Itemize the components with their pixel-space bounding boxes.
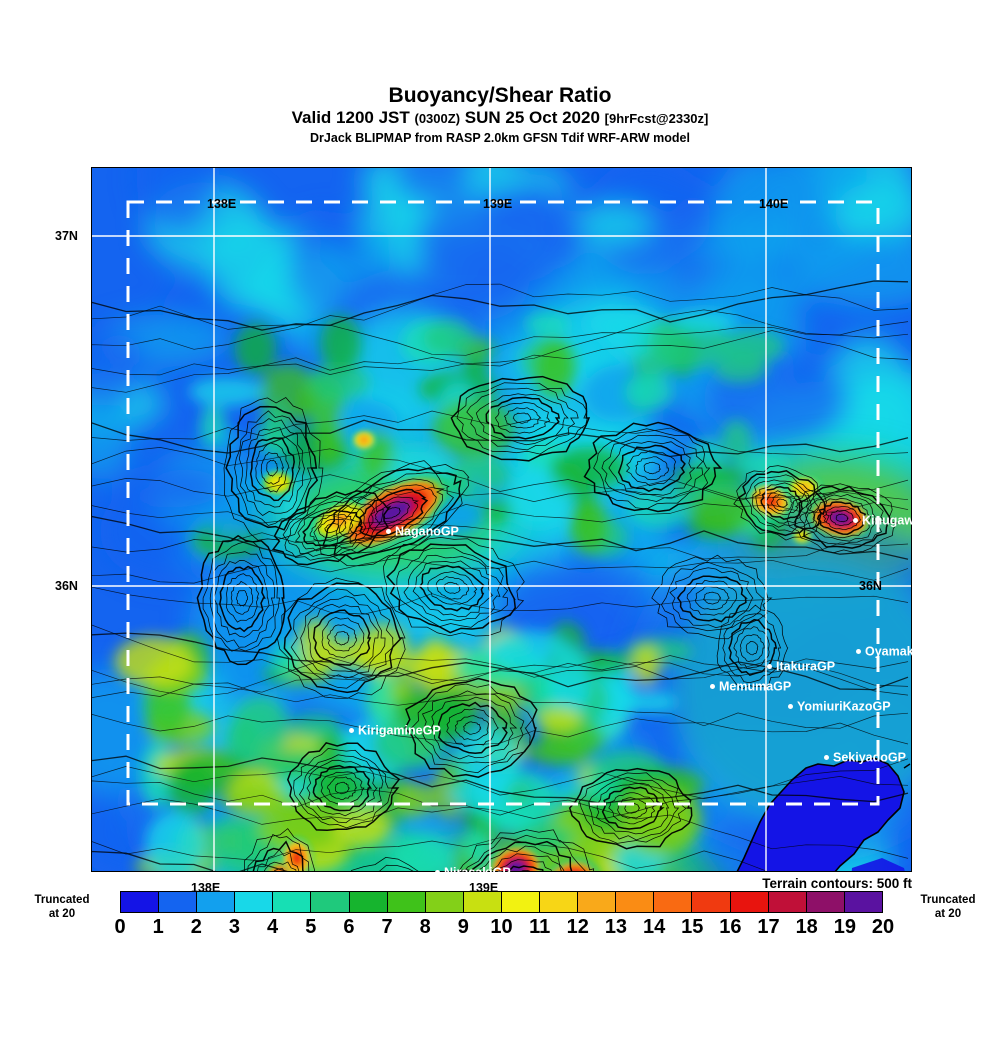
truncated-left-note: Truncated at 20 xyxy=(14,893,110,921)
axis-tick-label: 36N xyxy=(55,579,78,593)
station-dot-icon xyxy=(856,649,861,655)
map-field-svg xyxy=(92,168,911,871)
station-label: Ohtone xyxy=(957,806,1000,821)
colorbar-tick-label: 7 xyxy=(381,916,393,938)
colorbar-tick-label: 5 xyxy=(305,916,317,938)
colorbar-tick-label: 8 xyxy=(419,916,431,938)
station-label: OyamakinuGP xyxy=(865,644,951,659)
colorbar-segment xyxy=(540,892,579,912)
colorbar-tick-label: 10 xyxy=(490,916,513,938)
valid-prefix: Valid 1200 JST xyxy=(291,108,410,127)
colorbar-segment xyxy=(844,892,882,912)
colorbar-segment xyxy=(159,892,198,912)
station-marker[interactable]: ItakuraGP xyxy=(767,660,835,673)
colorbar-tick-label: 17 xyxy=(757,916,780,938)
colorbar-segment xyxy=(311,892,350,912)
map-panel[interactable] xyxy=(91,167,912,872)
truncated-right-line2: at 20 xyxy=(934,908,962,920)
colorbar-segment xyxy=(349,892,388,912)
colorbar-segment xyxy=(273,892,312,912)
colorbar-tick-label: 3 xyxy=(228,916,240,938)
station-marker[interactable]: FujiiganoGP xyxy=(473,1038,556,1051)
station-dot-icon xyxy=(435,870,440,876)
station-label: SekiyadoGP xyxy=(833,750,906,765)
station-marker[interactable]: MemumaGP xyxy=(710,680,791,693)
colorbar-tick-label: 19 xyxy=(833,916,856,938)
axis-tick-label: 140E xyxy=(759,197,789,211)
colorbar-segment xyxy=(692,892,731,912)
colorbar-tick-label: 2 xyxy=(190,916,202,938)
colorbar-tick-label: 14 xyxy=(642,916,666,938)
colorbar-segment xyxy=(578,892,617,912)
colorbar-segment xyxy=(654,892,693,912)
station-marker[interactable]: KirigamineGP xyxy=(349,724,441,737)
colorbar-tick-label: 12 xyxy=(566,916,589,938)
colorbar-segment xyxy=(616,892,655,912)
station-marker[interactable]: NirasakiGP xyxy=(435,866,511,879)
forecast-hour: [9hrFcst@2330z] xyxy=(604,111,709,126)
colorbar-tick-label: 16 xyxy=(719,916,742,938)
station-label: FujiiganoGP xyxy=(482,1037,556,1052)
station-dot-icon xyxy=(386,529,391,535)
station-marker[interactable]: OyamakinuGP xyxy=(856,645,950,658)
colorbar-tick-label: 20 xyxy=(871,916,895,938)
page-title: Buoyancy/Shear Ratio xyxy=(388,84,612,107)
station-marker[interactable]: KinugawaGP xyxy=(853,514,939,527)
station-marker[interactable]: NaganoGP xyxy=(386,525,459,538)
valid-time-line: Valid 1200 JST (0300Z) SUN 25 Oct 2020 [… xyxy=(0,108,1000,129)
station-dot-icon xyxy=(349,728,354,734)
colorbar-segment xyxy=(768,892,807,912)
station-label: MemumaGP xyxy=(719,679,792,694)
colorbar-tick-label: 11 xyxy=(529,916,551,938)
truncated-right-note: Truncated at 20 xyxy=(900,893,996,921)
station-dot-icon xyxy=(853,518,858,524)
colorbar-segment xyxy=(463,892,502,912)
colorbar-segment xyxy=(730,892,769,912)
colorbar-tick-label: 18 xyxy=(795,916,818,938)
colorbar-segment xyxy=(806,892,845,912)
station-label: NaganoGP xyxy=(395,524,459,539)
station-marker[interactable]: Ohtone xyxy=(948,807,1000,820)
station-dot-icon xyxy=(767,664,772,670)
station-label: NirasakiGP xyxy=(444,865,511,880)
colorbar-ticks: 0 1 2 3 4 5 6 7 8 9 10 11 12 13 14 15 16 17 18 19 20 xyxy=(114,915,894,941)
colorbar-tick-label: 1 xyxy=(152,916,164,938)
title-block: Buoyancy/Shear Ratio Valid 1200 JST (030… xyxy=(0,84,1000,146)
colorbar-tick-label: 13 xyxy=(604,916,628,938)
station-marker[interactable]: YomiuriKazoGP xyxy=(788,700,891,713)
valid-date: SUN 25 Oct 2020 xyxy=(464,108,600,127)
truncated-left-line2: at 20 xyxy=(48,908,76,920)
axis-tick-label: 36N xyxy=(859,579,882,593)
axis-tick-label: 138E xyxy=(207,197,237,211)
colorbar-segment xyxy=(387,892,426,912)
colorbar-tick-label: 9 xyxy=(457,916,469,938)
colorbar-tick-label: 0 xyxy=(114,916,126,938)
colorbar-segment xyxy=(235,892,274,912)
terrain-contour-note: Terrain contours: 500 ft xyxy=(762,876,912,891)
colorbar-segment xyxy=(197,892,236,912)
valid-utc: (0300Z) xyxy=(414,111,461,126)
axis-tick-label: 139E xyxy=(483,197,513,211)
station-label: YomiuriKazoGP xyxy=(797,699,891,714)
colorbar-segment xyxy=(121,892,160,912)
colorbar[interactable] xyxy=(120,891,883,913)
station-label: KirigamineGP xyxy=(358,723,441,738)
colorbar-tick-label: 15 xyxy=(681,916,704,938)
truncated-left-line1: Truncated xyxy=(34,894,90,906)
colorbar-tick-label: 4 xyxy=(267,916,279,938)
colorbar-segment xyxy=(425,892,464,912)
station-dot-icon xyxy=(824,755,829,761)
station-dot-icon xyxy=(473,1042,478,1048)
station-label: KinugawaGP xyxy=(862,513,940,528)
model-note: DrJack BLIPMAP from RASP 2.0km GFSN Tdif… xyxy=(310,131,690,145)
station-dot-icon xyxy=(788,704,793,710)
station-label: ItakuraGP xyxy=(776,659,836,674)
station-marker[interactable]: SekiyadoGP xyxy=(824,751,906,764)
truncated-right-line1: Truncated xyxy=(920,894,976,906)
colorbar-tick-label: 6 xyxy=(343,916,355,938)
station-dot-icon xyxy=(948,811,953,817)
colorbar-segment xyxy=(501,892,541,912)
station-dot-icon xyxy=(710,684,715,690)
axis-tick-label: 37N xyxy=(55,229,78,243)
